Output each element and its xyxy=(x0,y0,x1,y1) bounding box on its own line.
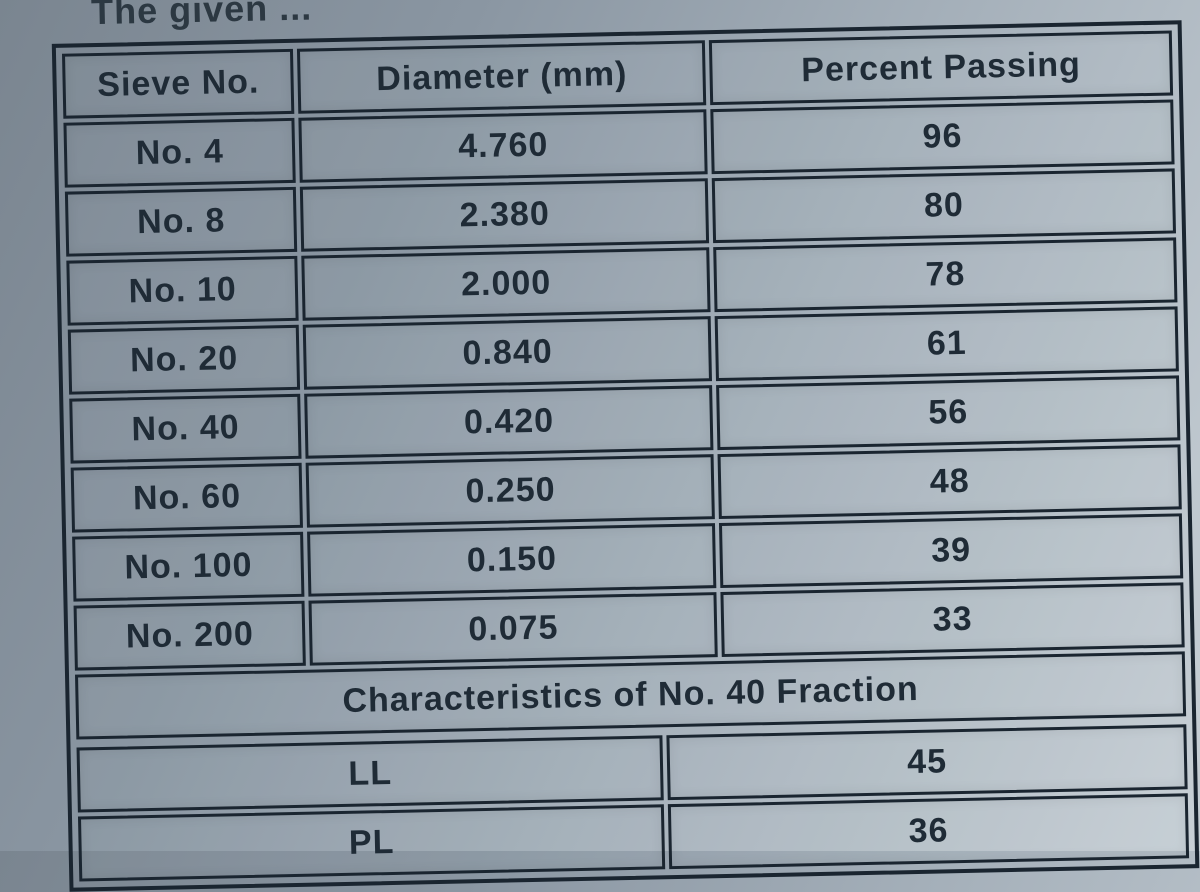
cell-diameter: 4.760 xyxy=(299,109,708,183)
header-percent-passing: Percent Passing xyxy=(709,30,1173,105)
cell-passing: 78 xyxy=(713,237,1177,312)
cell-passing: 80 xyxy=(712,168,1176,243)
char-value: 36 xyxy=(668,793,1189,869)
cell-passing: 33 xyxy=(721,582,1185,657)
cell-sieve: No. 20 xyxy=(68,325,301,395)
characteristics-table: LL 45 PL 36 xyxy=(72,720,1193,885)
cell-diameter: 0.250 xyxy=(306,454,715,528)
scanned-page: The given ... Sieve No. Diameter (mm) Pe… xyxy=(51,0,1200,892)
cell-sieve: No. 200 xyxy=(74,601,307,671)
cell-sieve: No. 4 xyxy=(63,118,296,188)
cell-sieve: No. 10 xyxy=(66,256,299,326)
cell-passing: 96 xyxy=(710,99,1174,174)
char-label: PL xyxy=(78,804,665,881)
cell-passing: 48 xyxy=(718,444,1182,519)
table-outer-border: Sieve No. Diameter (mm) Percent Passing … xyxy=(52,20,1200,891)
cell-diameter: 2.380 xyxy=(300,178,709,252)
char-label: LL xyxy=(77,735,664,812)
header-sieve-no: Sieve No. xyxy=(62,49,295,119)
cell-passing: 61 xyxy=(715,306,1179,381)
cell-diameter: 0.420 xyxy=(305,385,714,459)
char-value: 45 xyxy=(667,724,1188,800)
cell-sieve: No. 40 xyxy=(69,394,302,464)
cell-diameter: 0.150 xyxy=(307,523,716,597)
header-diameter: Diameter (mm) xyxy=(297,40,706,114)
cell-sieve: No. 60 xyxy=(71,463,304,533)
cell-sieve: No. 8 xyxy=(65,187,298,257)
cell-diameter: 0.075 xyxy=(309,592,718,666)
cell-diameter: 0.840 xyxy=(303,316,712,390)
cell-sieve: No. 100 xyxy=(72,532,305,602)
cell-diameter: 2.000 xyxy=(302,247,711,321)
cell-passing: 39 xyxy=(719,513,1183,588)
sieve-table: Sieve No. Diameter (mm) Percent Passing … xyxy=(58,26,1190,743)
cell-passing: 56 xyxy=(716,375,1180,450)
